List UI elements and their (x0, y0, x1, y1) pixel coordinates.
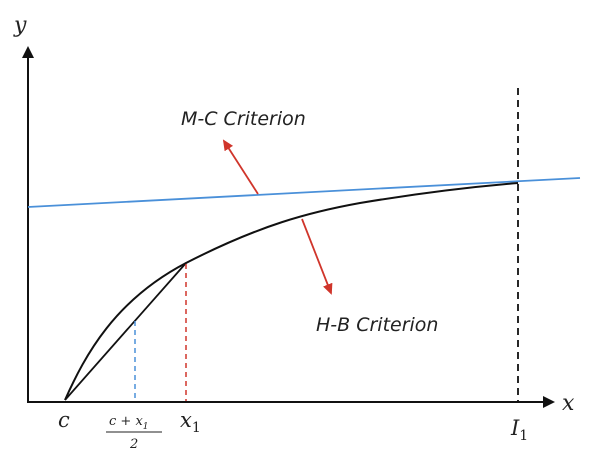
midpoint-numerator-sub: 1 (143, 422, 149, 432)
y-axis-label: y (13, 13, 27, 38)
hb-criterion-curve (64, 182, 519, 401)
svg-text:c + x1: c + x1 (109, 414, 149, 432)
x1-label: x (180, 408, 192, 432)
midpoint-denominator: 2 (129, 437, 138, 452)
hb-arrow (301, 218, 333, 295)
hb-criterion-label: H-B Criterion (316, 314, 438, 336)
mc-arrow (222, 139, 259, 195)
x1-label-sub: 1 (192, 420, 201, 436)
c-label: c (58, 408, 70, 432)
midpoint-numerator: c + x (109, 414, 143, 429)
x-axis-label: x (562, 391, 575, 416)
I1-label: I (510, 416, 520, 440)
svg-text:I1: I1 (510, 416, 528, 444)
svg-text:x1: x1 (180, 408, 201, 436)
midpoint-fraction: c + x1 2 (106, 414, 162, 452)
mc-criterion-label: M-C Criterion (181, 108, 306, 130)
I1-label-sub: 1 (519, 428, 528, 444)
chord-c-to-x1 (64, 262, 187, 401)
mc-criterion-line (27, 177, 581, 208)
